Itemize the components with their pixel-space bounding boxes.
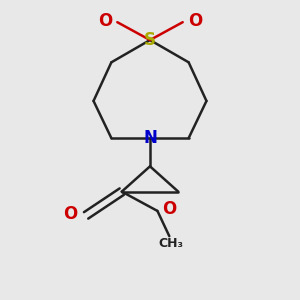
Text: CH₃: CH₃: [158, 237, 183, 250]
Text: S: S: [144, 31, 156, 49]
Text: O: O: [63, 205, 77, 223]
Text: N: N: [143, 129, 157, 147]
Text: O: O: [188, 12, 202, 30]
Text: O: O: [98, 12, 112, 30]
Text: O: O: [162, 200, 176, 218]
